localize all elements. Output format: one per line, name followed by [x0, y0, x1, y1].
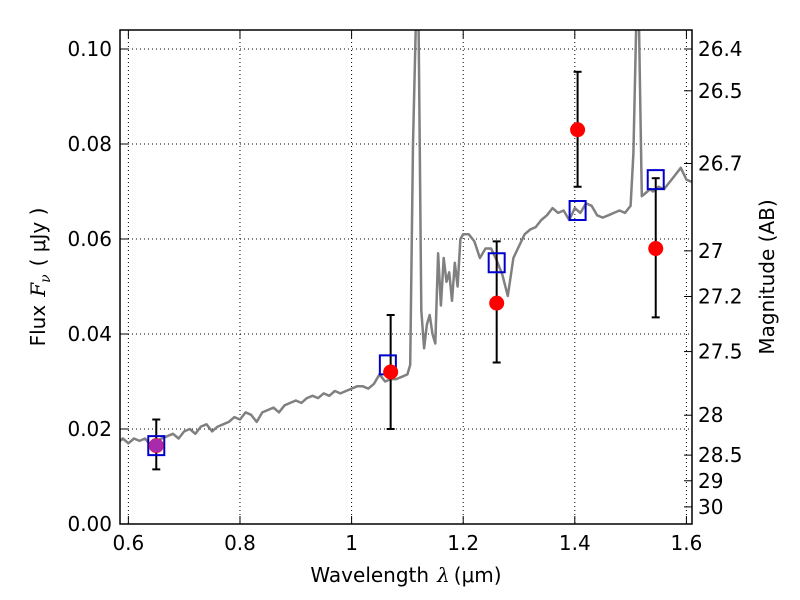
x-tick-label: 1.6: [671, 531, 703, 555]
spectrum-line: [120, 30, 692, 447]
y-tick-label: 0.06: [67, 227, 112, 251]
y2-tick-label: 28.5: [698, 443, 743, 467]
model-point: [147, 435, 166, 457]
observed-point: [489, 295, 505, 311]
plot-area: [120, 30, 692, 447]
y2-tick-label: 30: [698, 495, 723, 519]
data-markers: [147, 70, 665, 471]
observed-point: [383, 364, 399, 380]
x-tick-label: 0.6: [112, 531, 144, 555]
y2-tick-label: 28: [698, 403, 723, 427]
y2-tick-label: 26.7: [698, 151, 743, 175]
y2-tick-label: 27.5: [698, 340, 743, 364]
y-axis-label-unit: ( μJy ): [26, 208, 50, 267]
plot-frame: [119, 29, 693, 525]
observed-point-overlap: [149, 438, 164, 453]
axis-ticks: 0.6 0.8 1 1.2 1.4 1.6 0.00 0.02 0.04 0.06 0.08 0.10…: [67, 30, 743, 555]
y-tick-label: 0.00: [67, 512, 112, 536]
x-axis-label-symbol: λ: [436, 563, 450, 587]
x-axis-label-unit: (μm): [454, 563, 502, 587]
plot-background: [120, 30, 692, 524]
x-tick-label: 1.4: [559, 531, 591, 555]
x-axis-label-prefix: Wavelength: [310, 563, 429, 587]
y2-tick-label: 27: [698, 239, 723, 263]
x-tick-label: 1: [345, 531, 358, 555]
y-tick-label: 0.02: [67, 417, 112, 441]
y2-tick-label: 26.5: [698, 79, 743, 103]
x-tick-label: 0.8: [224, 531, 256, 555]
y-tick-label: 0.10: [67, 37, 112, 61]
observed-point: [570, 122, 586, 138]
y-axis-label-prefix: Flux: [26, 305, 50, 347]
y2-tick-label: 29: [698, 469, 723, 493]
y-tick-label: 0.04: [67, 322, 112, 346]
y-axis-label: Flux Fν ( μJy ): [26, 208, 54, 347]
x-tick-label: 1.2: [447, 531, 479, 555]
y2-tick-label: 27.2: [698, 284, 743, 308]
y-axis-label-subscript: ν: [38, 274, 54, 283]
x-axis-label: Wavelength λ (μm): [310, 563, 501, 587]
y2-axis-label: Magnitude (AB): [755, 199, 779, 354]
y2-tick-label: 26.4: [698, 37, 743, 61]
observed-point: [648, 241, 664, 256]
y-tick-label: 0.08: [67, 132, 112, 156]
model-point: [568, 200, 587, 221]
y-axis-label-symbol: F: [26, 282, 50, 298]
model-point: [487, 252, 506, 274]
model-point: [646, 169, 665, 191]
